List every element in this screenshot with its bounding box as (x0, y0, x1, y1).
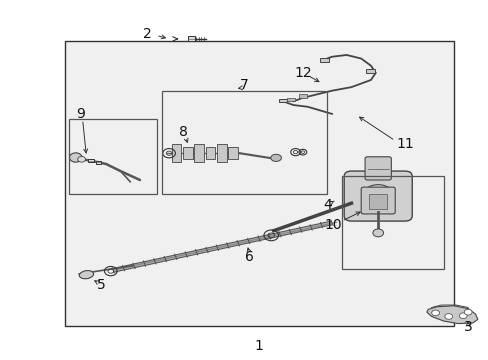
Text: 2: 2 (142, 27, 151, 41)
Bar (341, 176, 443, 269)
Bar (69, 119, 157, 194)
Text: 4: 4 (323, 198, 332, 212)
Bar (171, 144, 181, 162)
FancyBboxPatch shape (365, 157, 390, 180)
Circle shape (372, 229, 383, 237)
Text: 11: 11 (395, 136, 413, 150)
Text: 1: 1 (254, 339, 263, 353)
Bar (88, 159, 94, 162)
Bar (369, 194, 386, 208)
Circle shape (369, 190, 386, 203)
Text: 10: 10 (324, 218, 341, 231)
Bar (183, 147, 192, 159)
Bar (319, 58, 328, 62)
FancyBboxPatch shape (361, 187, 394, 214)
Bar (194, 144, 203, 162)
Text: 12: 12 (293, 66, 311, 80)
Circle shape (69, 153, 82, 162)
Circle shape (463, 309, 471, 315)
Text: 8: 8 (179, 125, 188, 139)
Ellipse shape (270, 154, 281, 161)
FancyBboxPatch shape (344, 171, 411, 221)
Bar (278, 99, 287, 102)
Bar (96, 161, 101, 163)
Bar (187, 36, 195, 41)
Bar (298, 94, 306, 98)
Bar (228, 147, 238, 159)
Ellipse shape (79, 271, 93, 279)
Bar (205, 147, 215, 159)
Circle shape (431, 310, 439, 316)
Polygon shape (426, 306, 477, 324)
Bar (162, 91, 326, 194)
Bar (217, 144, 226, 162)
Bar (64, 41, 453, 327)
Circle shape (444, 314, 452, 319)
Text: 3: 3 (463, 320, 471, 334)
Text: 6: 6 (244, 250, 253, 264)
Circle shape (458, 313, 466, 319)
Text: 9: 9 (76, 107, 84, 121)
Circle shape (78, 157, 85, 162)
Bar (286, 98, 294, 102)
Bar (366, 68, 374, 73)
Text: 5: 5 (97, 278, 105, 292)
Text: 7: 7 (240, 78, 248, 92)
